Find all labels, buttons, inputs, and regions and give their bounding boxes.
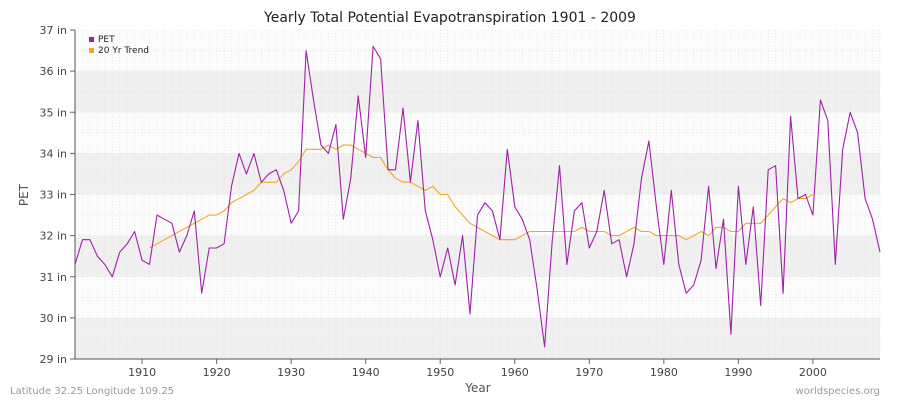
pet-line (74, 45, 881, 348)
x-tick-label: 2000 (799, 366, 827, 379)
y-tick-label: 33 in (39, 189, 67, 202)
legend-swatch (89, 48, 94, 53)
y-axis-label: PET (17, 183, 31, 206)
20-yr-trend-line (149, 144, 814, 249)
chart-title: Yearly Total Potential Evapotranspiratio… (263, 10, 636, 26)
x-tick-label: 1930 (277, 366, 305, 379)
x-tick-label: 1910 (128, 366, 156, 379)
legend-entry: 20 Yr Trend (98, 46, 149, 56)
y-tick-label: 30 in (39, 312, 67, 325)
y-tick-label: 36 in (39, 65, 67, 78)
y-tick-label: 32 in (39, 230, 67, 243)
grid-lines (74, 29, 881, 360)
x-tick-label: 1920 (203, 366, 231, 379)
axes: 29 in 30 in 31 in 32 in 33 in 34 in 35 in 36 in… (39, 24, 880, 379)
legend-swatch (89, 37, 94, 42)
x-tick-label: 1990 (724, 366, 752, 379)
x-tick-label: 1980 (650, 366, 678, 379)
series-group (74, 45, 881, 348)
legend-entry: PET (98, 35, 115, 45)
footer-source: worldspecies.org (796, 386, 880, 397)
x-axis-label: Year (464, 381, 490, 395)
y-tick-label: 37 in (39, 24, 67, 37)
x-tick-label: 1960 (501, 366, 529, 379)
y-tick-label: 31 in (39, 271, 67, 284)
x-tick-label: 1970 (575, 366, 603, 379)
y-tick-label: 34 in (39, 147, 67, 160)
y-tick-label: 29 in (39, 353, 67, 366)
footer-coordinates: Latitude 32.25 Longitude 109.25 (10, 386, 174, 397)
x-tick-label: 1940 (352, 366, 380, 379)
x-tick-label: 1950 (426, 366, 454, 379)
y-tick-label: 35 in (39, 106, 67, 119)
